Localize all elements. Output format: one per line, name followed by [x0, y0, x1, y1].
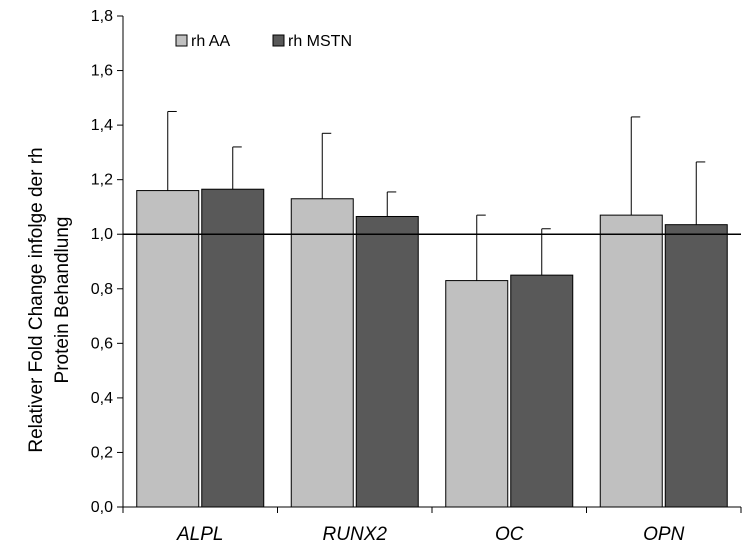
y-tick-label: 0,0	[91, 499, 113, 516]
bar-opn-rh-aa	[599, 214, 663, 508]
y-tick-label: 0,6	[91, 335, 113, 352]
y-axis-title-line-2: Protein Behandlung	[52, 217, 73, 384]
y-axis-title-line-1: Relativer Fold Change infolge der rh	[26, 147, 47, 452]
y-tick-label: 0,4	[91, 390, 113, 407]
bar-runx2-rh-mstn	[355, 215, 419, 508]
y-tick-label: 0,2	[91, 444, 113, 461]
y-tick-label: 0,8	[91, 281, 113, 298]
bar-oc-rh-aa	[445, 280, 509, 508]
bar-opn-rh-mstn	[664, 224, 728, 508]
legend: rh AA rh MSTN	[175, 33, 352, 50]
x-tick-label-runx2: RUNX2	[323, 524, 388, 545]
y-axis-title: Relativer Fold Change infolge der rh Pro…	[26, 147, 73, 452]
y-tick-label: 1,6	[91, 63, 113, 80]
x-labels-layer: ALPL RUNX2 OC OPN	[176, 524, 685, 545]
legend-swatch-rh-mstn	[272, 34, 285, 47]
x-tick-label-opn: OPN	[643, 524, 684, 545]
error-bars-layer	[167, 110, 706, 281]
legend-swatch-rh-aa	[175, 34, 188, 47]
y-tick-label: 1,0	[91, 226, 113, 243]
legend-label-rh-mstn: rh MSTN	[288, 33, 352, 50]
x-tick-label-oc: OC	[495, 524, 524, 545]
axes-layer	[122, 16, 742, 513]
bar-oc-rh-mstn	[510, 274, 574, 508]
bar-runx2-rh-aa	[290, 198, 354, 508]
bars-layer	[136, 188, 728, 508]
bar-alpl-rh-aa	[136, 190, 200, 508]
y-tick-label: 1,2	[91, 172, 113, 189]
y-ticks-layer: 0,0 0,2 0,4 0,6 0,8 1,0 1,2 1,4 1,6 1,8	[91, 8, 123, 516]
legend-label-rh-aa: rh AA	[191, 33, 230, 50]
y-tick-label: 1,8	[91, 8, 113, 25]
bar-alpl-rh-mstn	[201, 188, 265, 508]
y-tick-label: 1,4	[91, 117, 113, 134]
x-tick-label-alpl: ALPL	[176, 524, 223, 545]
